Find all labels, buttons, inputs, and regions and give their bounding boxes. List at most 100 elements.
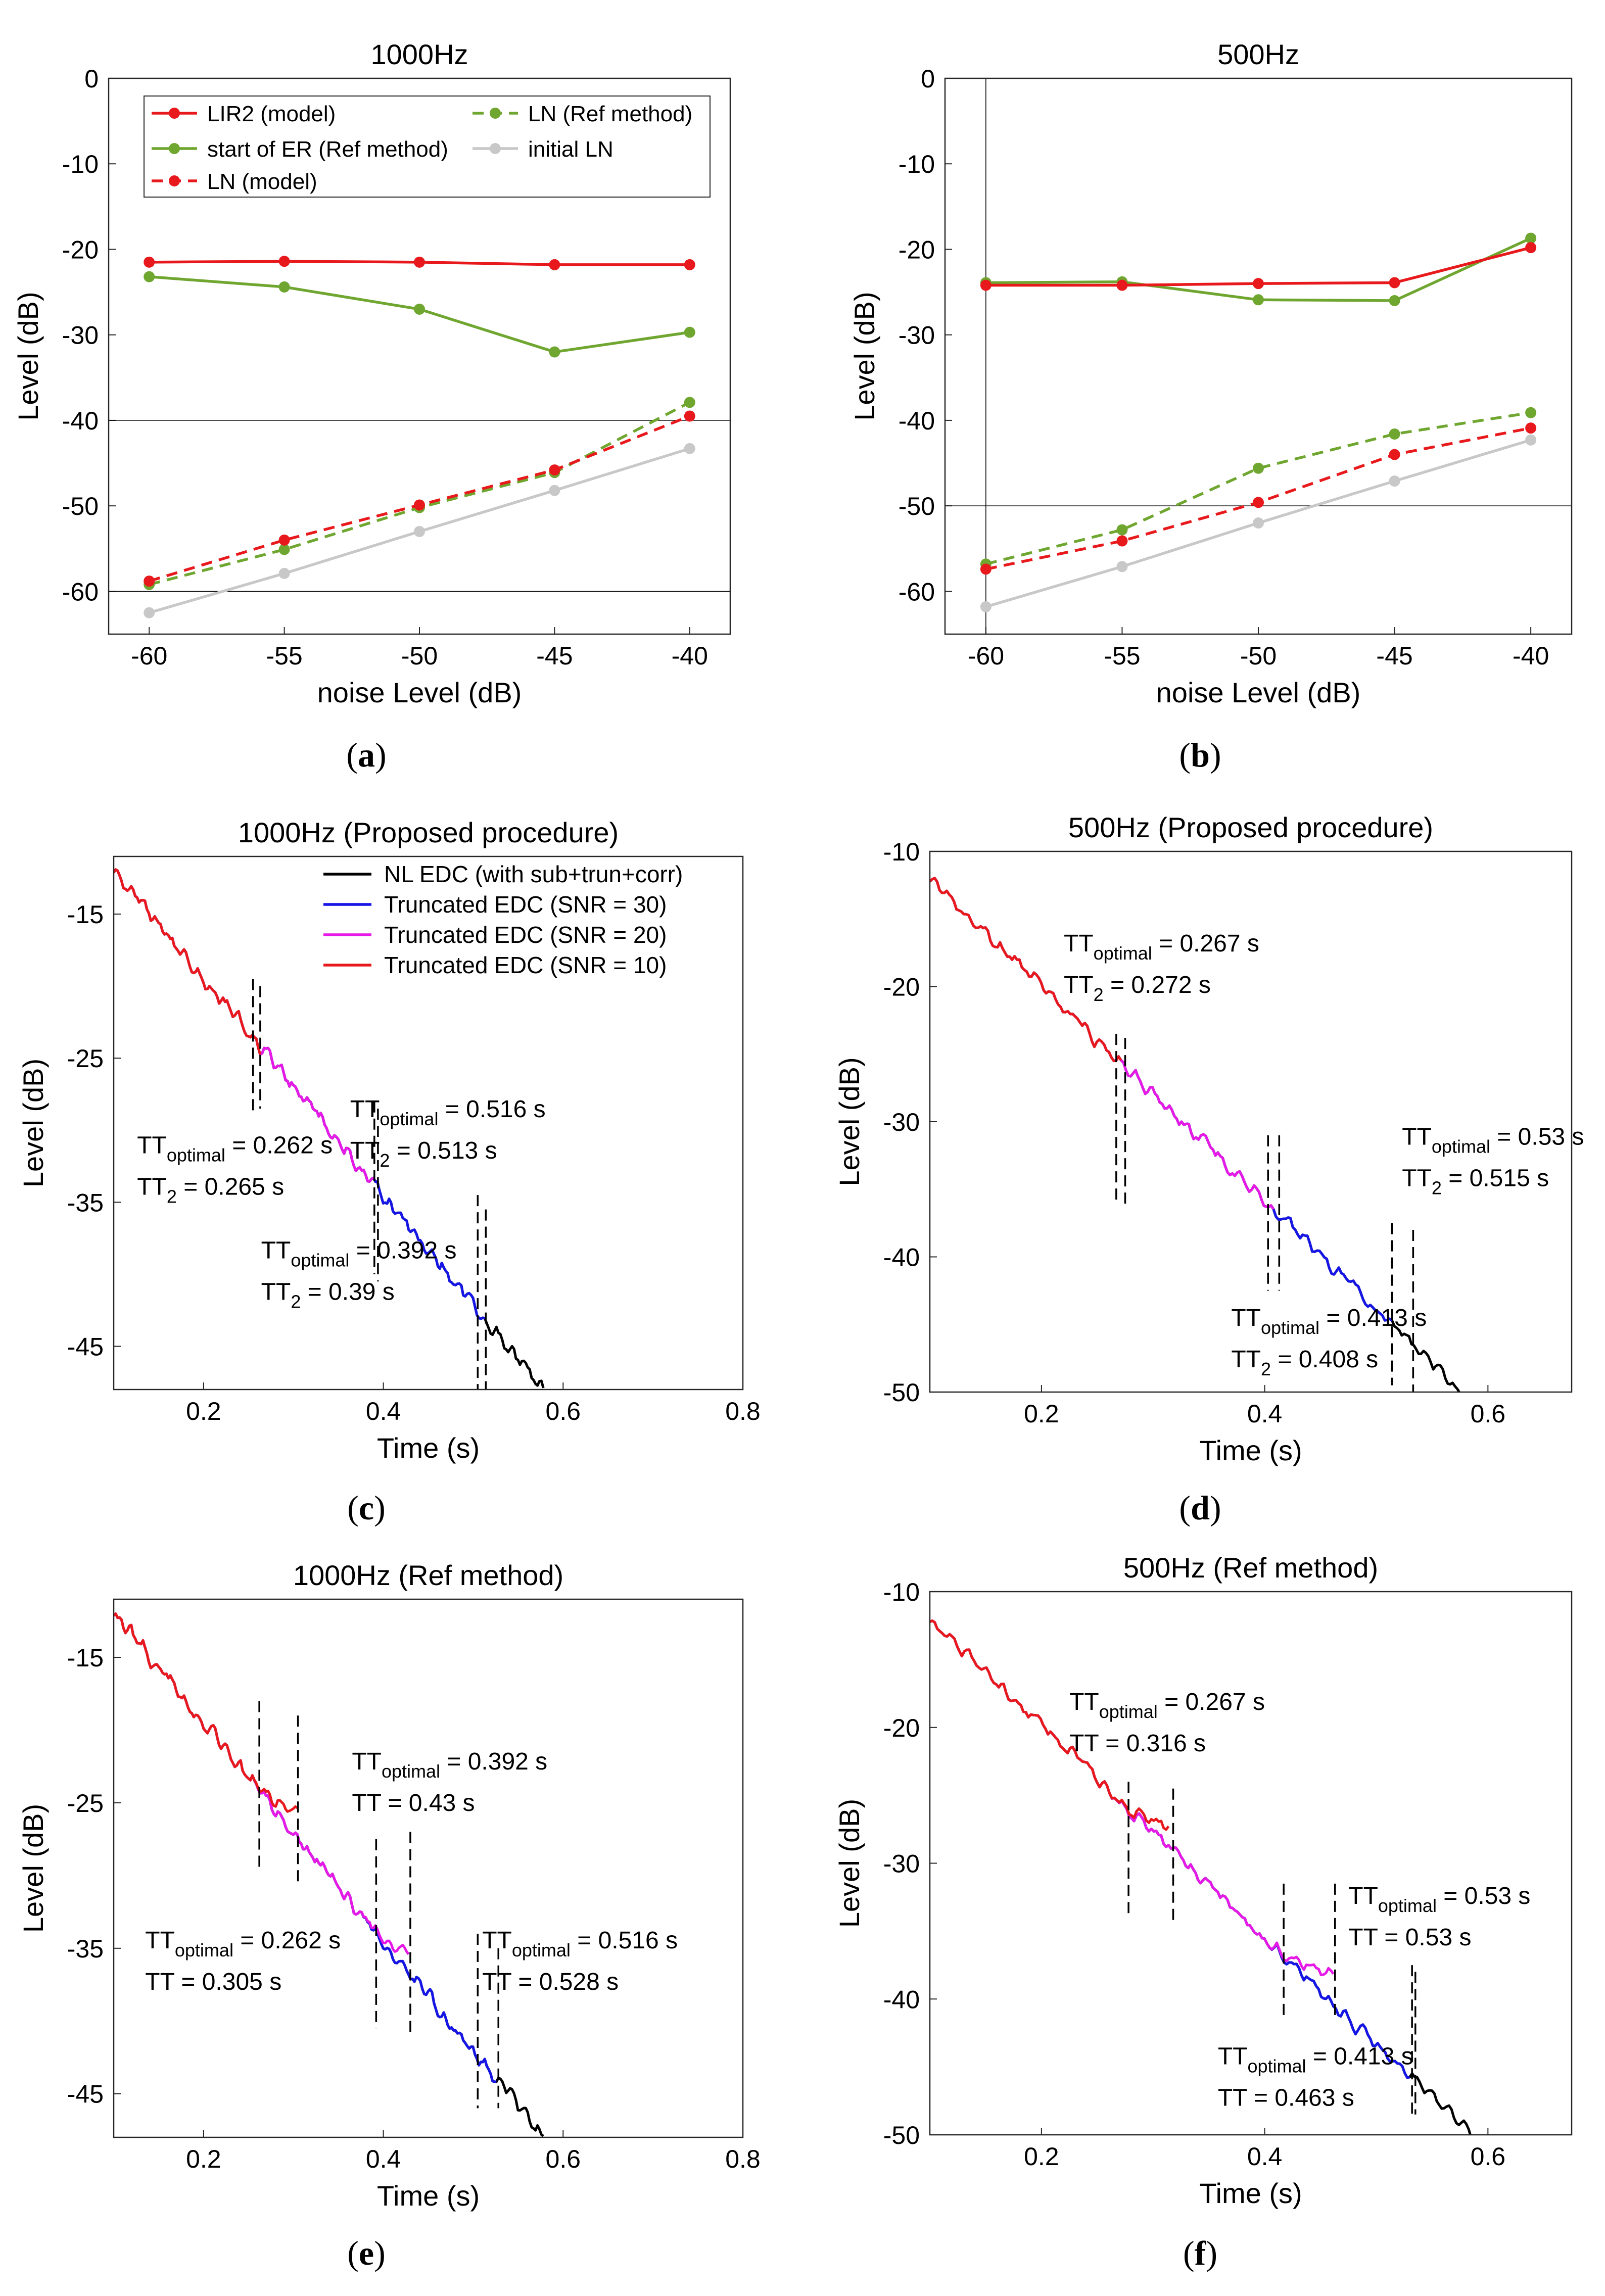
x-tick-label: -50 [1240, 642, 1277, 670]
y-tick-label: -30 [883, 1850, 920, 1878]
annotation-tt: TT2 = 0.39 s [261, 1279, 395, 1312]
annotation-tt: TT = 0.53 s [1348, 1924, 1471, 1951]
chart-title: 500Hz (Proposed procedure) [1068, 811, 1433, 843]
y-tick-label: -20 [883, 1714, 920, 1742]
x-tick-label: 0.2 [186, 2145, 221, 2173]
y-axis-label: Level (dB) [833, 1799, 865, 1928]
data-point [1525, 407, 1537, 418]
annotation-optimal: TToptimal = 0.392 s [261, 1237, 457, 1271]
edc-series-line [930, 877, 1122, 1063]
y-tick-label: 0 [921, 65, 935, 93]
x-tick-label: -55 [1104, 642, 1140, 670]
x-tick-label: 0.8 [725, 2145, 761, 2173]
chart-2: 0.2 0.4 0.6 0.8 -15 -25 -35 -45 TToptimal = 0.26… [17, 817, 761, 1464]
y-axis-label: Level (dB) [12, 292, 44, 420]
data-point [144, 576, 155, 587]
x-tick-label: 0.2 [1024, 2142, 1059, 2171]
panel-label-a: (a) [346, 736, 387, 774]
x-tick-label: -50 [401, 642, 438, 670]
plot-area [945, 78, 1572, 634]
data-point [1525, 242, 1537, 254]
legend-marker [169, 175, 180, 186]
y-tick-label: -25 [67, 1789, 104, 1817]
data-point [1116, 524, 1128, 536]
edc-series-line [114, 1612, 298, 1813]
x-tick-label: 0.6 [1471, 2142, 1506, 2171]
data-point [1116, 535, 1128, 547]
y-tick-label: -45 [67, 1332, 104, 1361]
data-point [1389, 449, 1400, 460]
chart-title: 1000Hz (Ref method) [293, 1559, 563, 1591]
data-point [414, 499, 425, 511]
data-point [549, 485, 560, 496]
y-tick-label: -40 [883, 1243, 920, 1272]
data-point [1253, 517, 1264, 529]
data-point [144, 607, 155, 618]
legend-label: NL EDC (with sub+trun+corr) [384, 861, 683, 887]
data-point [1389, 475, 1400, 487]
x-tick-label: 0.2 [186, 1397, 221, 1425]
y-tick-label: -25 [67, 1044, 104, 1073]
annotation-optimal: TToptimal = 0.267 s [1064, 930, 1259, 964]
annotation-tt: TT2 = 0.265 s [137, 1173, 284, 1207]
panel-label-b: (b) [1179, 736, 1221, 774]
y-tick-label: -45 [67, 2080, 104, 2109]
data-point [549, 346, 560, 358]
legend-label: Truncated EDC (SNR = 30) [384, 891, 667, 918]
y-tick-label: -15 [67, 1644, 104, 1672]
annotation-tt: TT = 0.305 s [145, 1969, 281, 1995]
data-point [980, 279, 992, 291]
annotation-optimal: TToptimal = 0.262 s [145, 1927, 341, 1960]
y-tick-label: -15 [67, 900, 104, 929]
data-point [684, 443, 695, 454]
x-axis-label: Time (s) [1199, 2177, 1302, 2209]
edc-curves [930, 877, 1461, 1392]
annotation-tt: TT = 0.43 s [352, 1790, 475, 1816]
legend-label: start of ER (Ref method) [207, 137, 448, 162]
annotation-tt: TT2 = 0.513 s [350, 1137, 497, 1171]
y-tick-label: -60 [62, 578, 99, 606]
data-point [144, 271, 155, 282]
y-tick-label: -30 [899, 321, 935, 350]
plot-area [930, 1592, 1572, 2135]
annotation-optimal: TToptimal = 0.267 s [1069, 1689, 1265, 1722]
data-point [278, 544, 290, 555]
y-tick-label: -20 [899, 235, 935, 264]
annotation-optimal: TToptimal = 0.516 s [350, 1096, 546, 1129]
panel-label-e: (e) [347, 2234, 386, 2272]
chart-1: -60 -55 -50 -45 -40 0 -10 -20 -30 -40 -50 -60 500Hz n… [848, 38, 1573, 708]
edc-series-line [930, 1619, 1170, 1831]
y-tick-label: -35 [67, 1935, 104, 1963]
data-point [414, 525, 425, 537]
x-tick-label: 0.4 [1247, 2142, 1283, 2171]
x-axis-label: Time (s) [377, 1432, 480, 1464]
data-point [684, 259, 695, 270]
chart-0: -60 -55 -50 -45 -40 0 -10 -20 -30 -40 -50 -60 LIR2 (… [12, 38, 731, 708]
y-tick-label: -50 [883, 1378, 920, 1407]
data-point [1389, 428, 1400, 440]
legend: NL EDC (with sub+trun+corr) Truncated EDC… [323, 861, 683, 978]
legend-label: LN (model) [207, 169, 317, 194]
legend-label: Truncated EDC (SNR = 10) [384, 952, 667, 978]
data-point [684, 410, 695, 422]
data-point [1389, 295, 1400, 306]
y-tick-label: -10 [62, 150, 99, 178]
legend-label: initial LN [528, 137, 613, 162]
data-point [144, 256, 155, 268]
y-tick-label: -50 [883, 2121, 920, 2149]
plot-area [930, 851, 1572, 1392]
annotation-tt: TT2 = 0.408 s [1231, 1346, 1378, 1379]
legend-marker [169, 143, 180, 154]
x-tick-label: -40 [672, 642, 708, 670]
y-tick-label: -20 [883, 973, 920, 1001]
series-line [985, 411, 1531, 565]
axes-frame [929, 850, 1573, 1393]
data-point [414, 303, 425, 315]
chart-title: 500Hz (Ref method) [1123, 1552, 1378, 1584]
chart-title: 1000Hz [370, 38, 468, 70]
panel-label-c: (c) [347, 1489, 386, 1527]
legend: LIR2 (model) start of ER (Ref method) LN (… [144, 95, 711, 198]
panel-label-f: (f) [1183, 2234, 1217, 2272]
legend-box [144, 95, 711, 198]
